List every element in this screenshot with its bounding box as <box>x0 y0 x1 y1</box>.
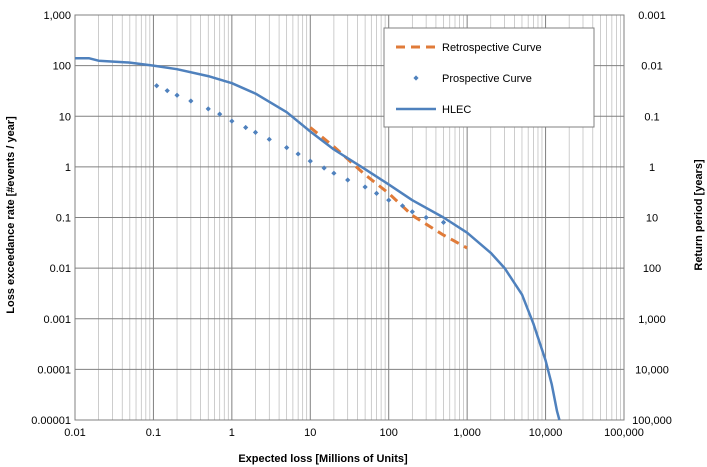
prospective-point <box>321 165 327 171</box>
y-tick-label: 0.00001 <box>31 415 71 427</box>
prospective-point <box>164 88 170 94</box>
prospective-point <box>423 214 429 221</box>
series-prospective-curve <box>154 83 447 226</box>
prospective-point <box>217 111 223 117</box>
y-tick-label: 0.1 <box>56 213 71 225</box>
prospective-point <box>229 118 235 124</box>
y-tick-label: 0.001 <box>43 314 71 326</box>
secondary-y-tick-label: 0.1 <box>644 111 659 123</box>
legend: Retrospective Curve Prospective Curve HLEC <box>383 27 595 128</box>
secondary-y-tick-label: 0.001 <box>638 10 666 22</box>
x-tick-label: 0.01 <box>64 427 85 439</box>
x-tick-label: 1 <box>229 427 235 439</box>
x-tick-label: 100 <box>380 427 398 439</box>
prospective-point <box>243 124 249 131</box>
prospective-point <box>409 209 415 215</box>
secondary-y-tick-label: 1 <box>649 162 655 174</box>
y-tick-label: 1,000 <box>43 10 71 22</box>
legend-label: HLEC <box>442 104 471 116</box>
prospective-point <box>345 177 351 183</box>
x-tick-label: 0.1 <box>146 427 161 439</box>
secondary-y-tick-label: 0.01 <box>641 61 662 73</box>
series-retrospective-curve <box>309 126 468 250</box>
plot-area-frame <box>74 14 625 421</box>
x-tick-label: 1,000 <box>453 427 481 439</box>
legend-marker-prospective <box>413 75 419 81</box>
secondary-y-axis-title: Return period [years] <box>693 159 705 271</box>
prospective-point <box>362 184 368 190</box>
x-axis-title: Expected loss [Millions of Units] <box>238 453 408 465</box>
y-tick-label: 1 <box>65 162 71 174</box>
prospective-point <box>399 203 406 209</box>
secondary-y-tick-label: 1,000 <box>638 314 666 326</box>
y-tick-label: 0.0001 <box>37 364 71 376</box>
prospective-point <box>295 151 301 157</box>
series-hlec <box>75 56 561 421</box>
y-tick-label: 0.01 <box>50 263 71 275</box>
hlec-line <box>75 56 561 421</box>
prospective-point <box>440 219 447 226</box>
prospective-point <box>205 106 211 112</box>
secondary-y-tick-label: 100,000 <box>632 415 672 427</box>
retrospective-line <box>309 126 468 250</box>
x-tick-label: 10 <box>304 427 316 439</box>
x-axis-tick-labels: 0.01 0.1 1 10 100 1,000 10,000 100,000 <box>64 427 644 439</box>
legend-box <box>383 27 595 128</box>
prospective-point <box>373 190 380 196</box>
secondary-y-tick-label: 10 <box>646 213 658 225</box>
prospective-point <box>174 92 180 98</box>
secondary-y-tick-label: 100 <box>643 263 661 275</box>
x-tick-label: 100,000 <box>604 427 644 439</box>
prospective-point <box>188 98 194 104</box>
x-tick-label: 10,000 <box>529 427 563 439</box>
prospective-point <box>331 170 337 176</box>
prospective-point <box>154 83 160 89</box>
prospective-point <box>307 158 313 164</box>
legend-label: Retrospective Curve <box>442 42 542 54</box>
prospective-point <box>252 129 259 135</box>
prospective-point <box>386 197 392 203</box>
y-tick-label: 100 <box>53 61 71 73</box>
prospective-point <box>266 136 272 142</box>
secondary-y-tick-label: 10,000 <box>635 364 669 376</box>
y-axis-title: Loss exceedance rate [#events / year] <box>5 116 17 314</box>
prospective-point <box>284 145 290 151</box>
legend-label: Prospective Curve <box>442 73 532 85</box>
series-layer <box>75 56 561 421</box>
secondary-y-axis-tick-labels: 100,000 10,000 1,000 100 10 1 0.1 0.01 0.001 <box>632 10 672 427</box>
y-tick-label: 10 <box>59 111 71 123</box>
y-axis-tick-labels: 0.00001 0.0001 0.001 0.01 0.1 1 10 100 1,000 <box>31 10 71 427</box>
